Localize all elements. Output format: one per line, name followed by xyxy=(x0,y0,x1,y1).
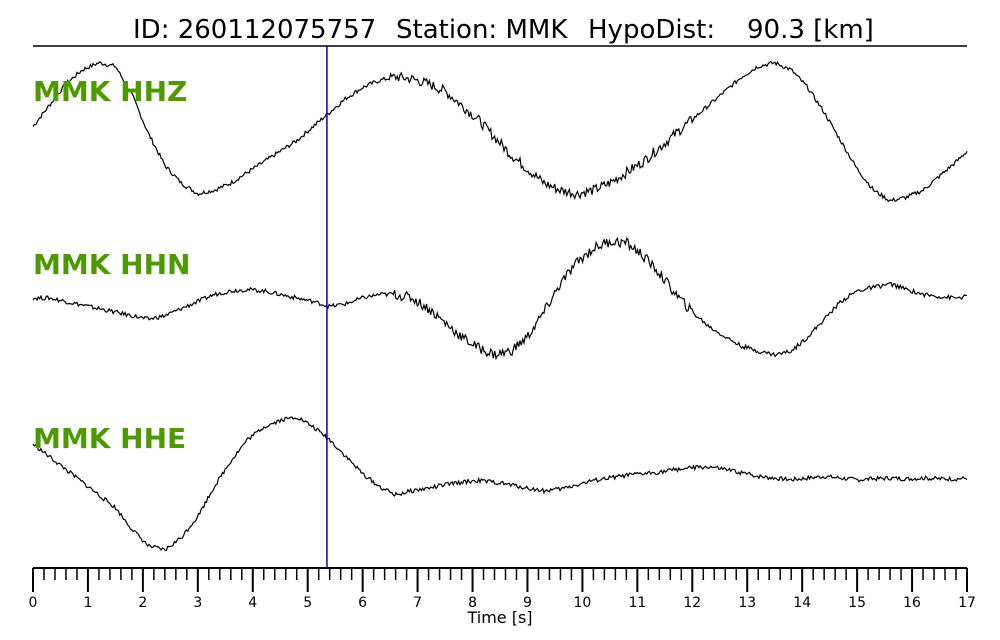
x-tick-label: 13 xyxy=(738,595,756,611)
x-tick-label: 17 xyxy=(958,595,976,611)
title-hypodist-value: 90.3 [km] xyxy=(747,15,874,45)
x-tick-label: 15 xyxy=(848,595,866,611)
traces-group xyxy=(32,60,968,552)
x-tick-label: 6 xyxy=(358,595,367,611)
trace-mmk-hhz xyxy=(32,60,968,203)
x-tick-label: 7 xyxy=(413,595,422,611)
time-axis: 0 1 2 3 4 5 6 7 8 9 10 11 12 13 14 15 16 17 xyxy=(29,567,976,611)
x-axis-label: Time [s] xyxy=(466,608,532,627)
x-tick-label: 12 xyxy=(683,595,701,611)
channel-label-hhz: MMK HHZ xyxy=(33,75,187,108)
x-tick-label: 14 xyxy=(793,595,811,611)
x-tick-label: 11 xyxy=(628,595,646,611)
x-tick-label: 3 xyxy=(193,595,202,611)
x-tick-label: 16 xyxy=(903,595,921,611)
title-station: Station: MMK xyxy=(396,15,568,45)
x-tick-label: 0 xyxy=(29,595,38,611)
x-tick-label: 5 xyxy=(303,595,312,611)
title-event-id: ID: 260112075757 xyxy=(133,15,376,45)
trace-mmk-hhe xyxy=(32,416,968,552)
x-tick-label: 10 xyxy=(573,595,591,611)
x-tick-label: 1 xyxy=(83,595,92,611)
trace-mmk-hhn xyxy=(32,236,968,361)
x-tick-label: 8 xyxy=(468,595,477,611)
x-tick-label: 2 xyxy=(138,595,147,611)
channel-label-hhn: MMK HHN xyxy=(33,248,190,281)
x-tick-label: 9 xyxy=(523,595,532,611)
channel-label-hhe: MMK HHE xyxy=(33,422,186,455)
title-hypodist-label: HypoDist: xyxy=(588,15,715,45)
x-tick-label: 4 xyxy=(248,595,257,611)
